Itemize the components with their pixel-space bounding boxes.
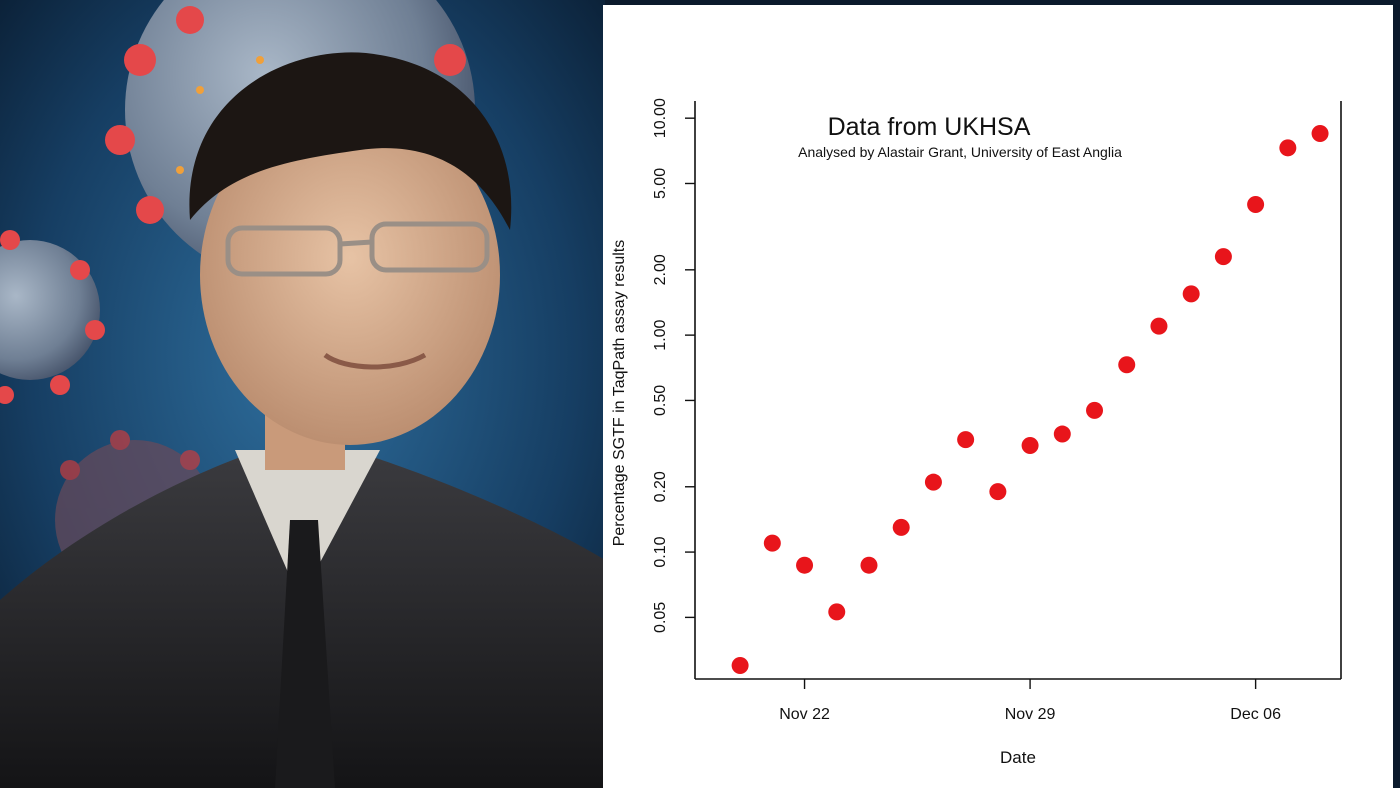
data-point [828, 603, 846, 621]
data-point [1311, 124, 1329, 142]
glasses-icon [225, 221, 490, 277]
data-point [796, 556, 814, 574]
y-tick-label: 2.00 [652, 254, 669, 285]
data-point [1053, 425, 1071, 443]
axes: 0.05 0.10 0.20 0.50 1.00 2.00 5.00 10.00 Nov 22 N… [652, 98, 1342, 723]
y-tick-label: 5.00 [652, 168, 669, 199]
chart-title: Data from UKHSA [828, 113, 1031, 141]
data-point [892, 518, 910, 536]
y-tick-label: 0.20 [652, 471, 669, 502]
y-tick-label: 0.10 [652, 536, 669, 567]
data-point [860, 556, 878, 574]
presenter-figure [0, 52, 605, 788]
x-tick-label: Nov 29 [1005, 706, 1056, 723]
data-point [1279, 139, 1297, 157]
x-axis-label: Date [1000, 748, 1036, 767]
y-tick-label: 0.50 [652, 385, 669, 416]
y-tick-label: 1.00 [652, 319, 669, 350]
y-tick-label: 0.05 [652, 602, 669, 633]
data-point [1247, 196, 1265, 214]
data-point [1021, 436, 1039, 454]
y-tick-label: 10.00 [652, 98, 669, 138]
x-tick-label: Dec 06 [1230, 706, 1281, 723]
x-tick-label: Nov 22 [779, 706, 830, 723]
presenter-photo [0, 0, 605, 788]
data-point [1182, 285, 1200, 303]
y-axis-label: Percentage SGTF in TaqPath assay results [611, 240, 628, 547]
data-point [1118, 356, 1136, 374]
data-point [1214, 248, 1232, 266]
data-point [763, 534, 781, 552]
data-point [957, 431, 975, 449]
data-point [731, 657, 749, 675]
scatter-chart: 0.05 0.10 0.20 0.50 1.00 2.00 5.00 10.00 Nov 22 N… [611, 98, 1342, 767]
chart-subtitle: Analysed by Alastair Grant, University o… [798, 144, 1122, 160]
chart-panel: 0.05 0.10 0.20 0.50 1.00 2.00 5.00 10.00 Nov 22 N… [603, 5, 1393, 788]
data-points [731, 124, 1329, 675]
data-point [924, 473, 942, 491]
virus-icon [0, 230, 105, 404]
data-point [989, 483, 1007, 501]
data-point [1150, 317, 1168, 335]
data-point [1086, 401, 1104, 419]
